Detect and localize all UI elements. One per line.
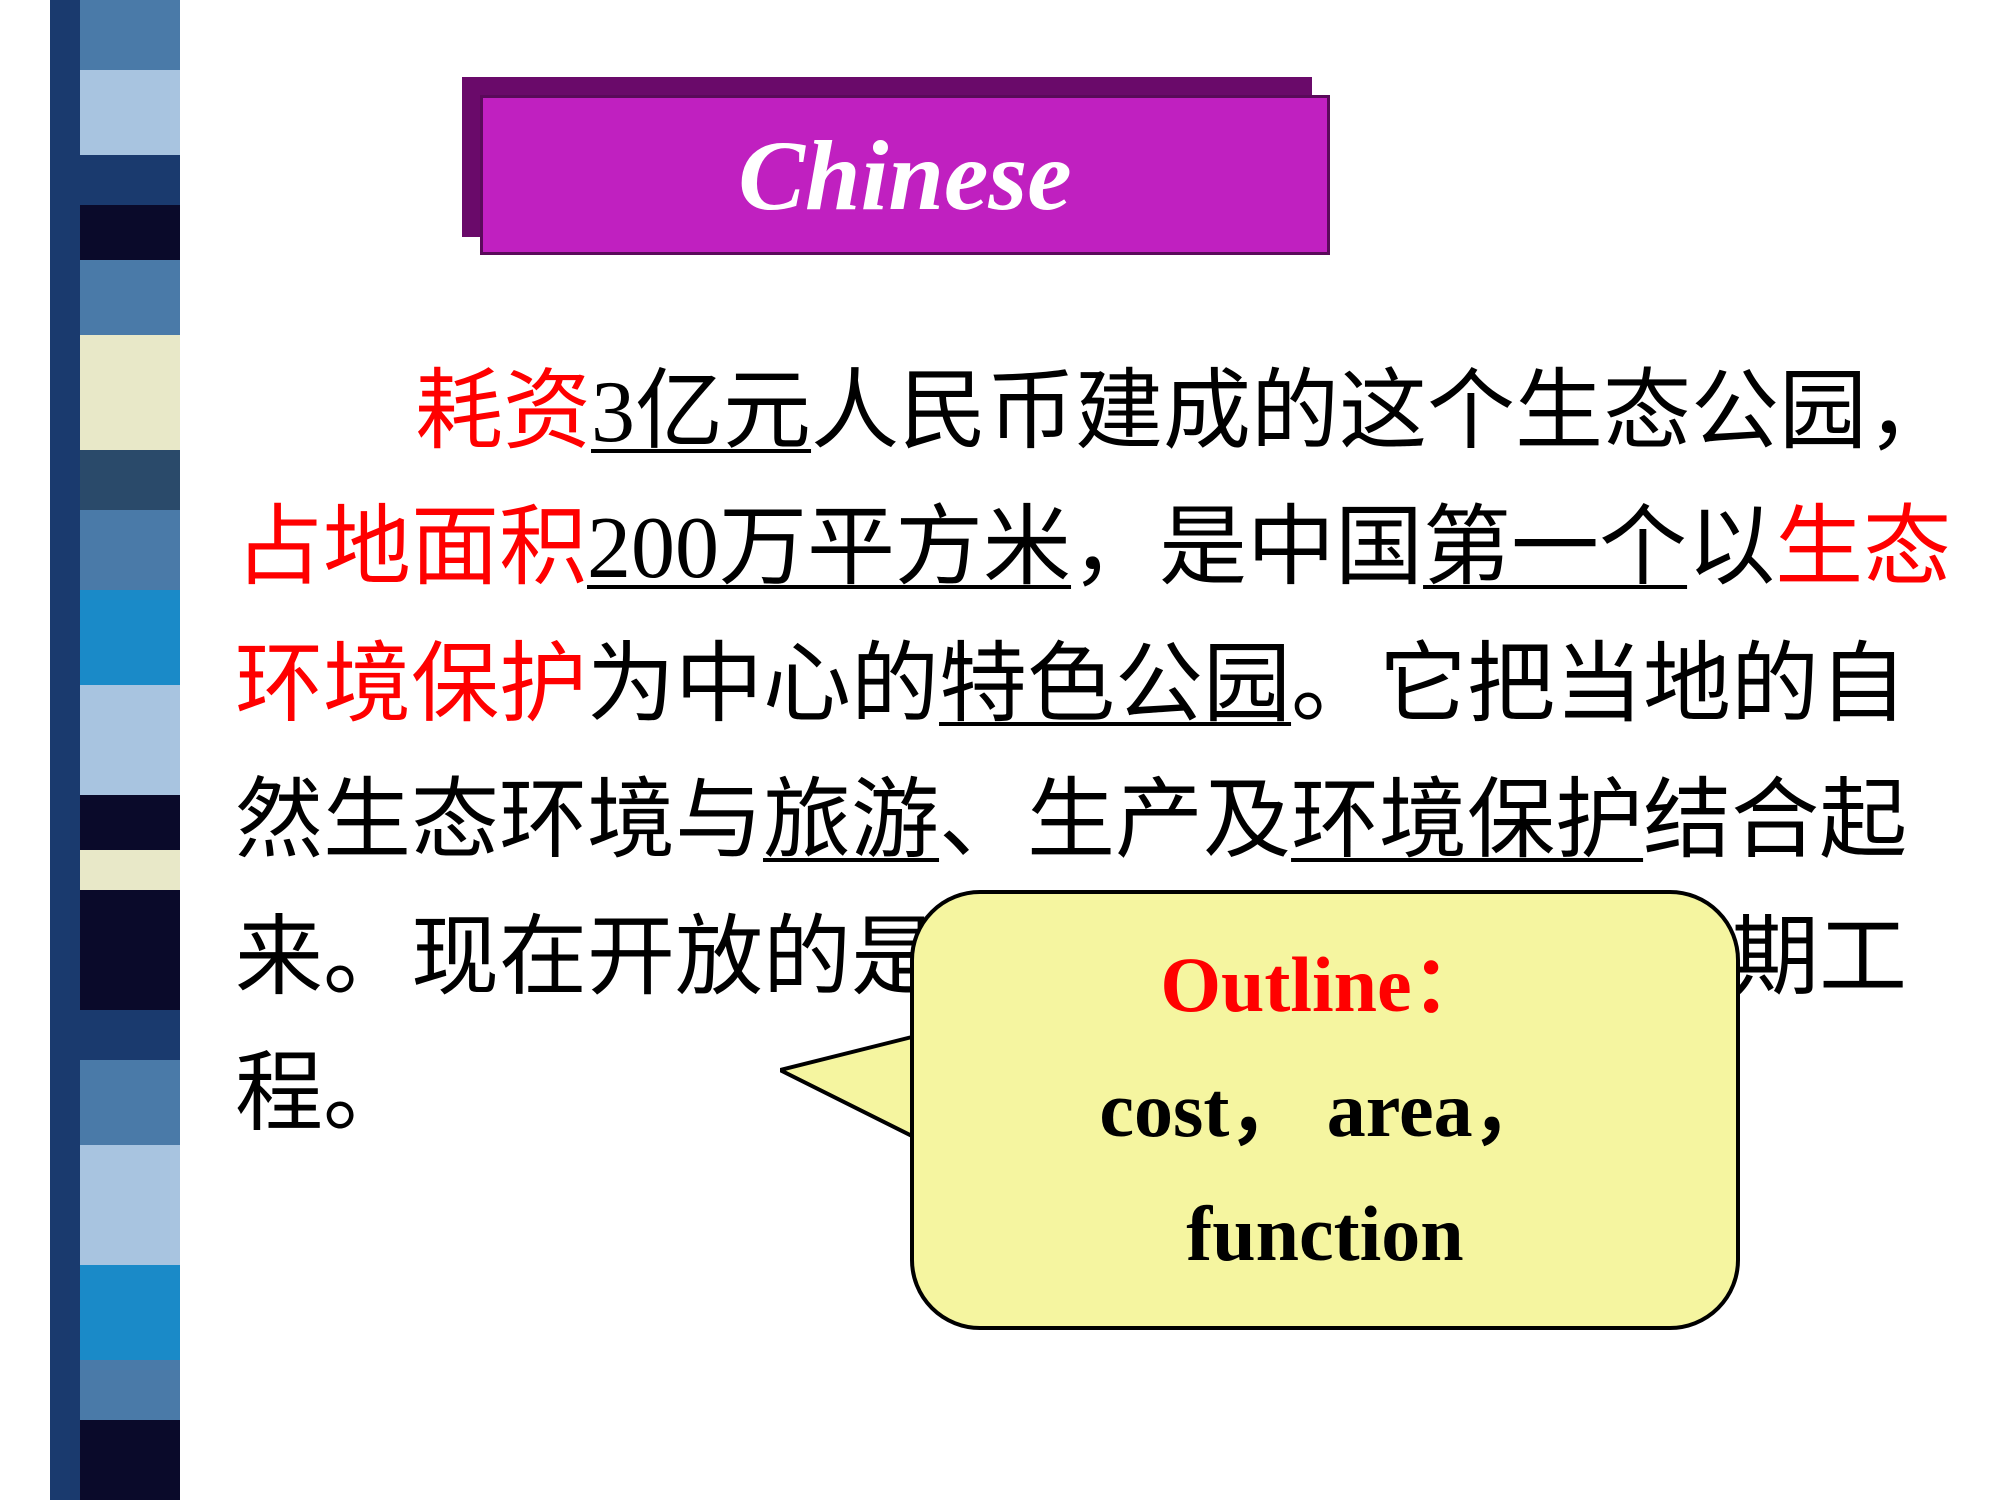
stripe-segment — [80, 335, 180, 450]
text-tourism: 旅游 — [763, 773, 939, 870]
stripe-segment — [80, 70, 180, 155]
stripe-segment — [80, 1145, 180, 1265]
callout-box: Outline： cost， area， function — [910, 890, 1740, 1330]
callout-title: Outline： — [1160, 923, 1489, 1048]
text-cost-value: 3亿元 — [591, 364, 811, 461]
title-box-front: Chinese — [480, 95, 1330, 255]
stripe-segment — [80, 510, 180, 590]
stripe-segment — [80, 1420, 180, 1500]
stripe-segment — [80, 1265, 180, 1360]
callout-bubble: Outline： cost， area， function — [780, 890, 1740, 1330]
text-env-protect: 环境保护 — [1291, 773, 1643, 870]
text-plain-6: 、生产及 — [939, 773, 1291, 870]
text-plain-3: 以 — [1687, 500, 1775, 597]
title-text: Chinese — [738, 118, 1071, 233]
text-first: 第一个 — [1423, 500, 1687, 597]
text-plain-2: ，是中国 — [1071, 500, 1423, 597]
stripe-segment — [80, 590, 180, 685]
stripe-segment — [80, 0, 180, 70]
title-box: Chinese — [480, 95, 1330, 255]
text-area-label: 占地面积 — [235, 500, 587, 597]
stripe-segment — [80, 685, 180, 795]
decorative-side-stripe — [50, 0, 180, 1500]
callout-line-1: cost， area， — [1099, 1048, 1550, 1173]
text-area-value: 200万平方米 — [587, 500, 1071, 597]
stripe-segment — [80, 205, 180, 260]
stripe-segment — [80, 1060, 180, 1145]
stripe-segment — [80, 450, 180, 510]
stripe-segment — [80, 1010, 180, 1060]
text-plain-1: 人民币建成的这个生态公园， — [811, 364, 1955, 461]
stripe-segment — [80, 1360, 180, 1420]
stripe-segment — [80, 260, 180, 335]
stripe-segment — [80, 890, 180, 1010]
stripe-segment — [80, 795, 180, 850]
text-plain-4: 为中心的 — [587, 637, 939, 734]
callout-line-2: function — [1186, 1172, 1463, 1297]
text-cost-label: 耗资 — [415, 364, 591, 461]
stripe-dark-edge — [50, 0, 80, 1500]
text-feature-park: 特色公园 — [939, 637, 1291, 734]
stripe-segment — [80, 850, 180, 890]
stripe-color-segments — [80, 0, 180, 1500]
stripe-segment — [80, 155, 180, 205]
